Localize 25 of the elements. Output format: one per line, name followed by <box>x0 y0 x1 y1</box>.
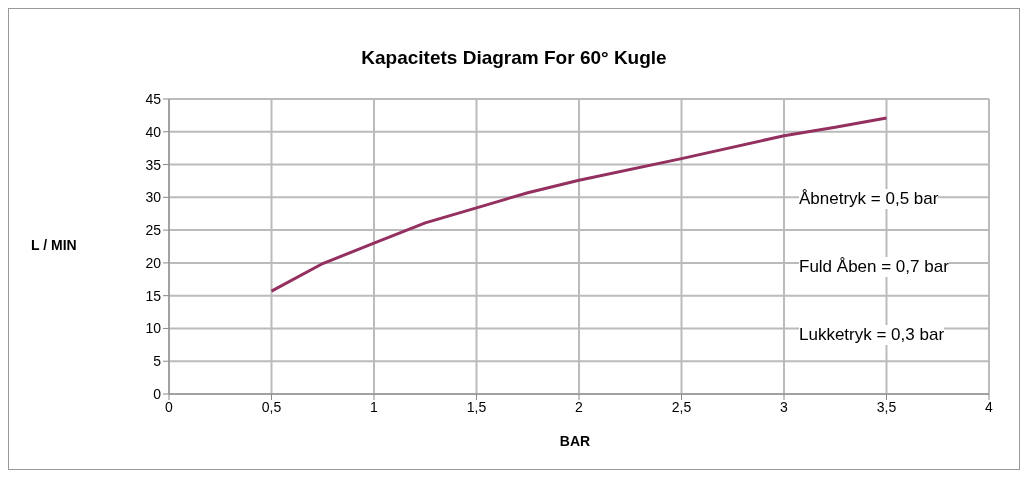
y-tick-label: 35 <box>145 156 162 173</box>
y-tick-label: 0 <box>153 385 162 402</box>
x-tick-label: 3 <box>780 398 789 415</box>
x-tick-label: 1,5 <box>466 398 487 415</box>
y-tick-label: 45 <box>145 90 162 107</box>
annotation: Åbnetryk = 0,5 bar <box>799 189 939 209</box>
y-tick-label: 40 <box>145 123 162 140</box>
annotation: Lukketryk = 0,3 bar <box>799 325 945 345</box>
y-tick-label: 5 <box>153 353 162 370</box>
y-tick-label: 30 <box>145 189 162 206</box>
y-axis-title: L / MIN <box>31 237 77 253</box>
y-tick-label: 15 <box>145 287 162 304</box>
y-tick-label: 20 <box>145 254 162 271</box>
annotation: Fuld Åben = 0,7 bar <box>799 257 949 277</box>
chart-title: Kapacitets Diagram For 60° Kugle <box>360 47 668 69</box>
y-tick-label: 10 <box>145 320 162 337</box>
y-tick-label: 25 <box>145 222 162 239</box>
x-tick-label: 4 <box>985 398 994 415</box>
x-tick-label: 0 <box>165 398 174 415</box>
x-tick-label: 2,5 <box>671 398 692 415</box>
x-axis-title: BAR <box>558 433 592 449</box>
x-tick-label: 0,5 <box>261 398 282 415</box>
x-tick-label: 2 <box>575 398 584 415</box>
x-tick-label: 3,5 <box>876 398 897 415</box>
x-tick-label: 1 <box>370 398 379 415</box>
